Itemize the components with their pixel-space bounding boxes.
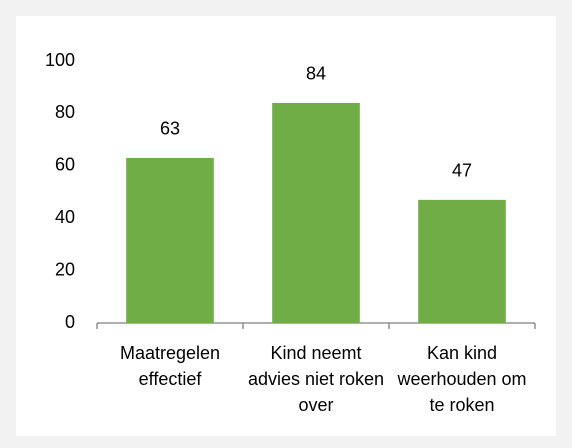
- x-tick-label: Kan kind weerhouden om te roken: [397, 343, 527, 415]
- y-tick-label: 40: [55, 207, 75, 227]
- value-label: 47: [452, 161, 472, 181]
- value-label: 84: [306, 64, 326, 84]
- y-tick-label: 100: [45, 50, 75, 70]
- y-tick-label: 20: [55, 259, 75, 279]
- y-tick-label: 60: [55, 155, 75, 175]
- x-tick-label: Maatregelen effectief: [119, 343, 221, 389]
- x-tick-label: Kind neemt advies niet roken over: [247, 343, 385, 415]
- bar: [418, 199, 506, 323]
- y-tick-label: 80: [55, 102, 75, 122]
- bar: [126, 157, 214, 323]
- value-label: 63: [160, 119, 180, 139]
- y-tick-label: 0: [65, 312, 75, 332]
- bar: [272, 102, 360, 323]
